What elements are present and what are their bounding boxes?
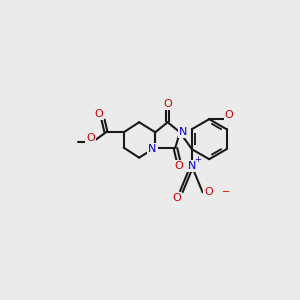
Text: O: O: [225, 110, 234, 119]
Text: O: O: [175, 161, 184, 171]
Text: O: O: [204, 187, 213, 197]
Text: O: O: [94, 109, 103, 119]
Text: +: +: [195, 155, 201, 164]
Text: N: N: [148, 144, 156, 154]
Text: −: −: [222, 187, 230, 197]
Text: N: N: [188, 161, 196, 171]
Text: N: N: [179, 127, 187, 137]
Text: O: O: [86, 133, 95, 142]
Text: O: O: [163, 99, 172, 109]
Text: O: O: [172, 193, 181, 203]
